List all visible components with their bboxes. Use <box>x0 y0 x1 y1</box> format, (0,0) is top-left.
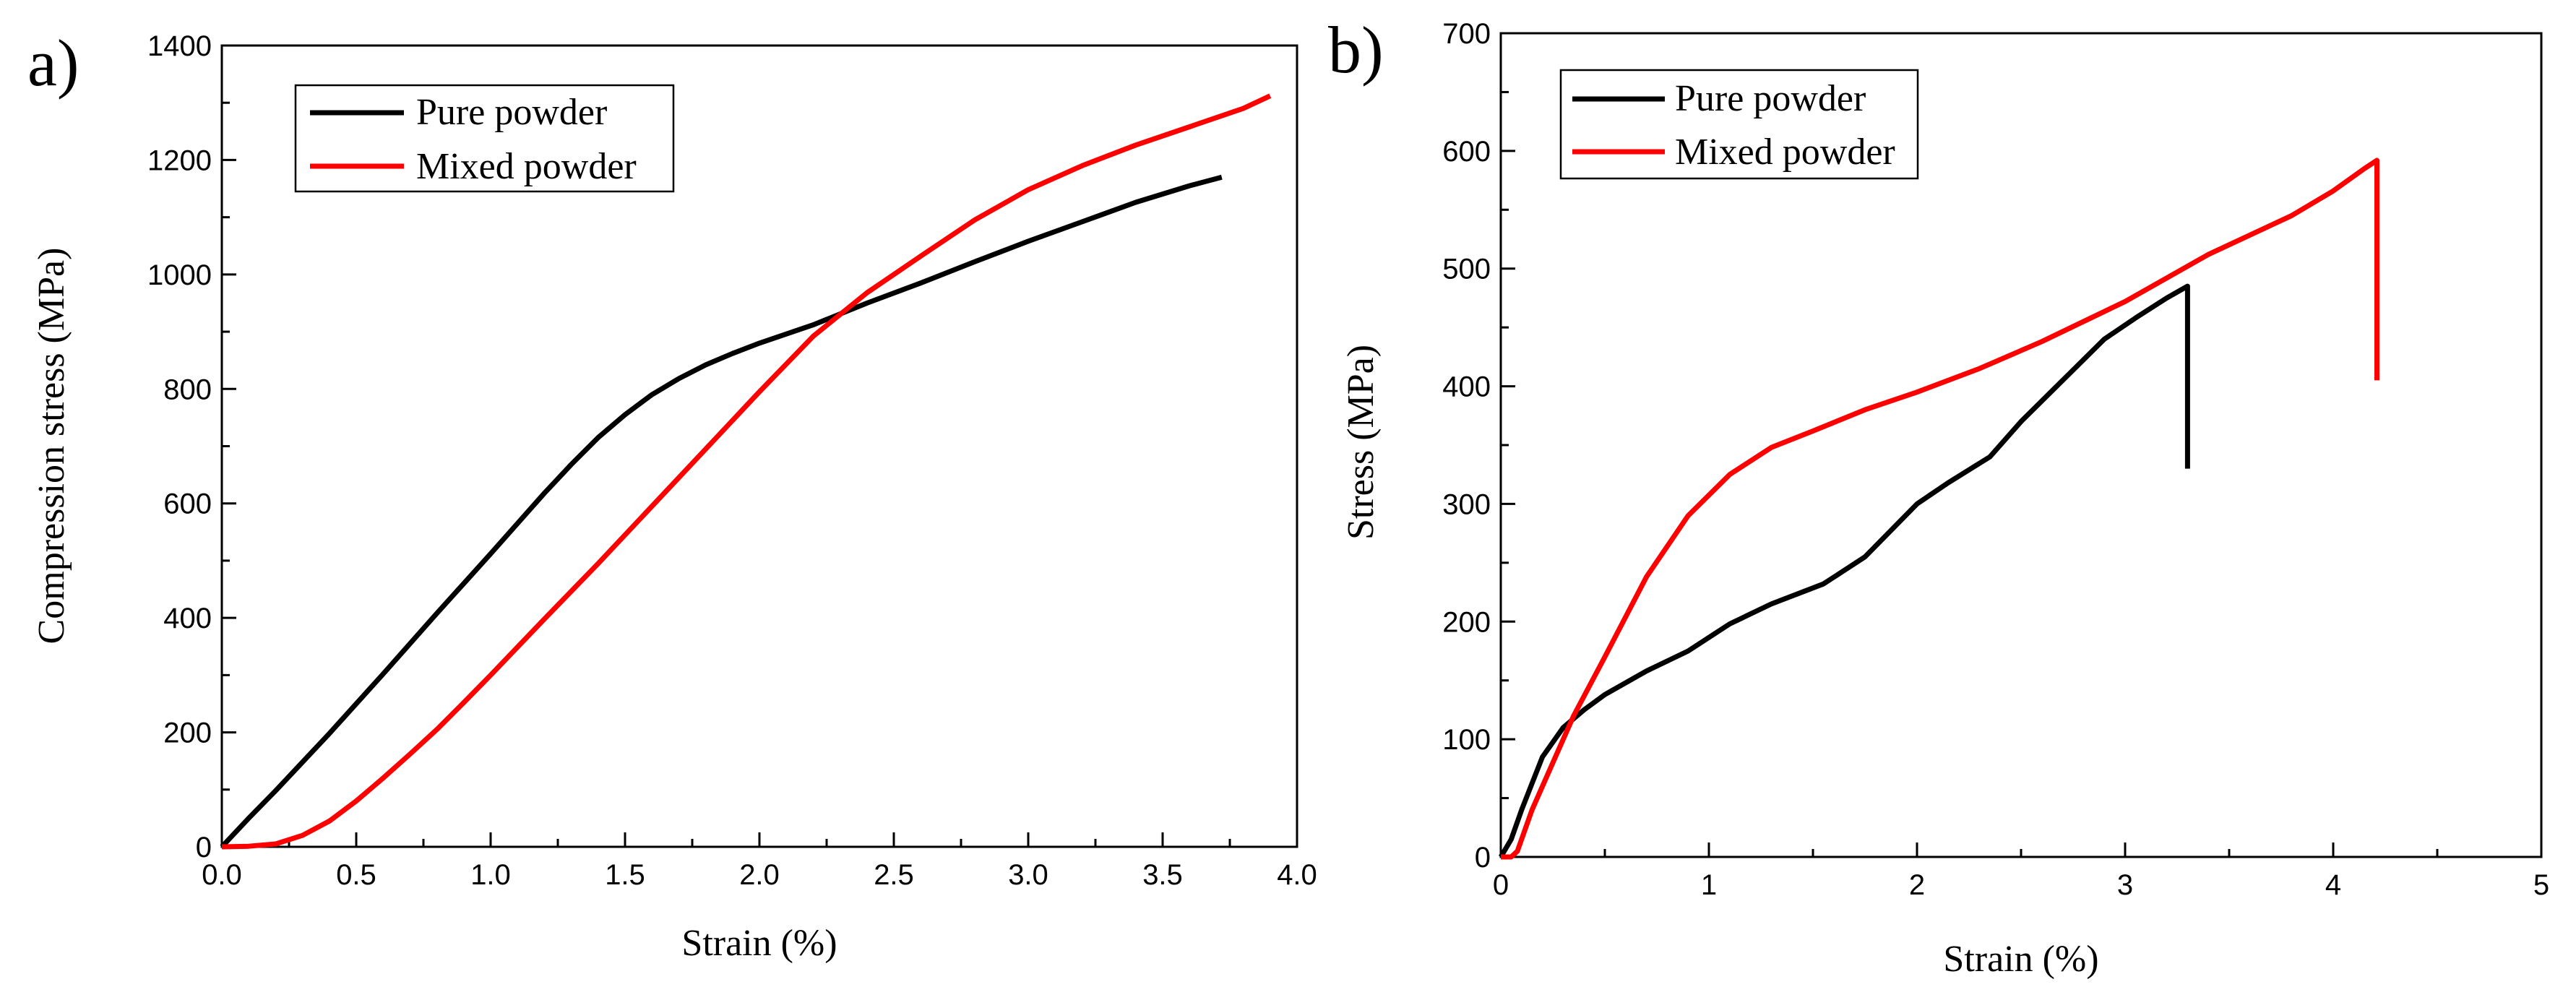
y-tick-label-a-5: 1000 <box>147 259 212 291</box>
y-tick-label-a-7: 1400 <box>147 30 212 62</box>
y-tick-label-b-7: 700 <box>1442 18 1491 50</box>
series-a <box>220 93 1272 850</box>
legend-label-mixed-a: Mixed powder <box>416 146 637 187</box>
panel-b: b) 0 1 2 3 4 5 0 100 200 300 400 500 600 700 Strain (… <box>1328 13 2549 980</box>
y-tick-label-a-1: 200 <box>163 717 212 749</box>
legend-label-pure-b: Pure powder <box>1675 78 1866 119</box>
y-tick-label-a-2: 400 <box>163 603 212 634</box>
legend-label-mixed-b: Mixed powder <box>1675 132 1895 173</box>
y-tick-label-b-2: 200 <box>1442 606 1491 638</box>
x-tick-label-b-1: 1 <box>1701 869 1717 901</box>
series-line-pure-powder-b <box>1498 283 2190 858</box>
ticks-a: 0.0 0.5 1.0 1.5 2.0 2.5 3.0 3.5 4.0 0 200 400 600 800… <box>147 30 1317 891</box>
x-tick-label-a-5: 2.5 <box>874 859 914 891</box>
y-tick-label-b-5: 500 <box>1442 254 1491 285</box>
x-tick-label-a-2: 1.0 <box>470 859 511 891</box>
x-tick-label-b-5: 5 <box>2533 869 2549 901</box>
series-b <box>1498 158 2379 860</box>
ticks-b: 0 1 2 3 4 5 0 100 200 300 400 500 600 700 <box>1442 18 2549 901</box>
x-tick-label-a-7: 3.5 <box>1142 859 1183 891</box>
x-tick-label-a-6: 3.0 <box>1008 859 1048 891</box>
y-axis-label-a: Compression stress (MPa) <box>31 248 72 645</box>
x-tick-label-a-3: 1.5 <box>605 859 645 891</box>
x-tick-label-a-1: 0.5 <box>336 859 376 891</box>
y-tick-label-b-1: 100 <box>1442 724 1491 756</box>
y-tick-label-b-3: 300 <box>1442 488 1491 520</box>
legend-a: Pure powder Mixed powder <box>294 84 675 193</box>
legend-label-pure-a: Pure powder <box>416 92 607 133</box>
y-tick-label-a-0: 0 <box>196 832 212 863</box>
legend-b: Pure powder Mixed powder <box>1559 69 1919 180</box>
x-axis-label-b: Strain (%) <box>1943 939 2098 980</box>
legend-box-a <box>294 84 675 193</box>
series-line-pure-powder-a <box>220 174 1223 849</box>
x-tick-label-a-4: 2.0 <box>739 859 780 891</box>
series-line-mixed-powder-b <box>1501 158 2379 860</box>
y-tick-label-b-6: 600 <box>1442 136 1491 168</box>
x-tick-label-b-4: 4 <box>2325 869 2341 901</box>
y-tick-label-b-4: 400 <box>1442 371 1491 403</box>
legend-box-b <box>1559 69 1919 180</box>
y-tick-label-b-0: 0 <box>1475 842 1491 874</box>
panel-label-a: a) <box>27 26 79 100</box>
y-tick-label-a-3: 600 <box>163 488 212 520</box>
x-tick-label-b-2: 2 <box>1909 869 1925 901</box>
x-tick-label-a-8: 4.0 <box>1277 859 1317 891</box>
x-tick-label-b-3: 3 <box>2117 869 2133 901</box>
panel-label-b: b) <box>1328 13 1384 87</box>
x-axis-label-a: Strain (%) <box>681 923 837 964</box>
y-tick-label-a-4: 800 <box>163 374 212 405</box>
x-tick-label-b-0: 0 <box>1493 869 1509 901</box>
x-tick-label-a-0: 0.0 <box>202 859 242 891</box>
y-tick-label-a-6: 1200 <box>147 145 212 176</box>
y-axis-label-b: Stress (MPa) <box>1340 345 1382 540</box>
series-line-mixed-powder-a <box>221 93 1272 850</box>
panel-a: a) 0.0 0.5 1.0 1.5 2.0 2.5 3.0 3.5 4.0 0 200 400 600… <box>27 26 1317 964</box>
